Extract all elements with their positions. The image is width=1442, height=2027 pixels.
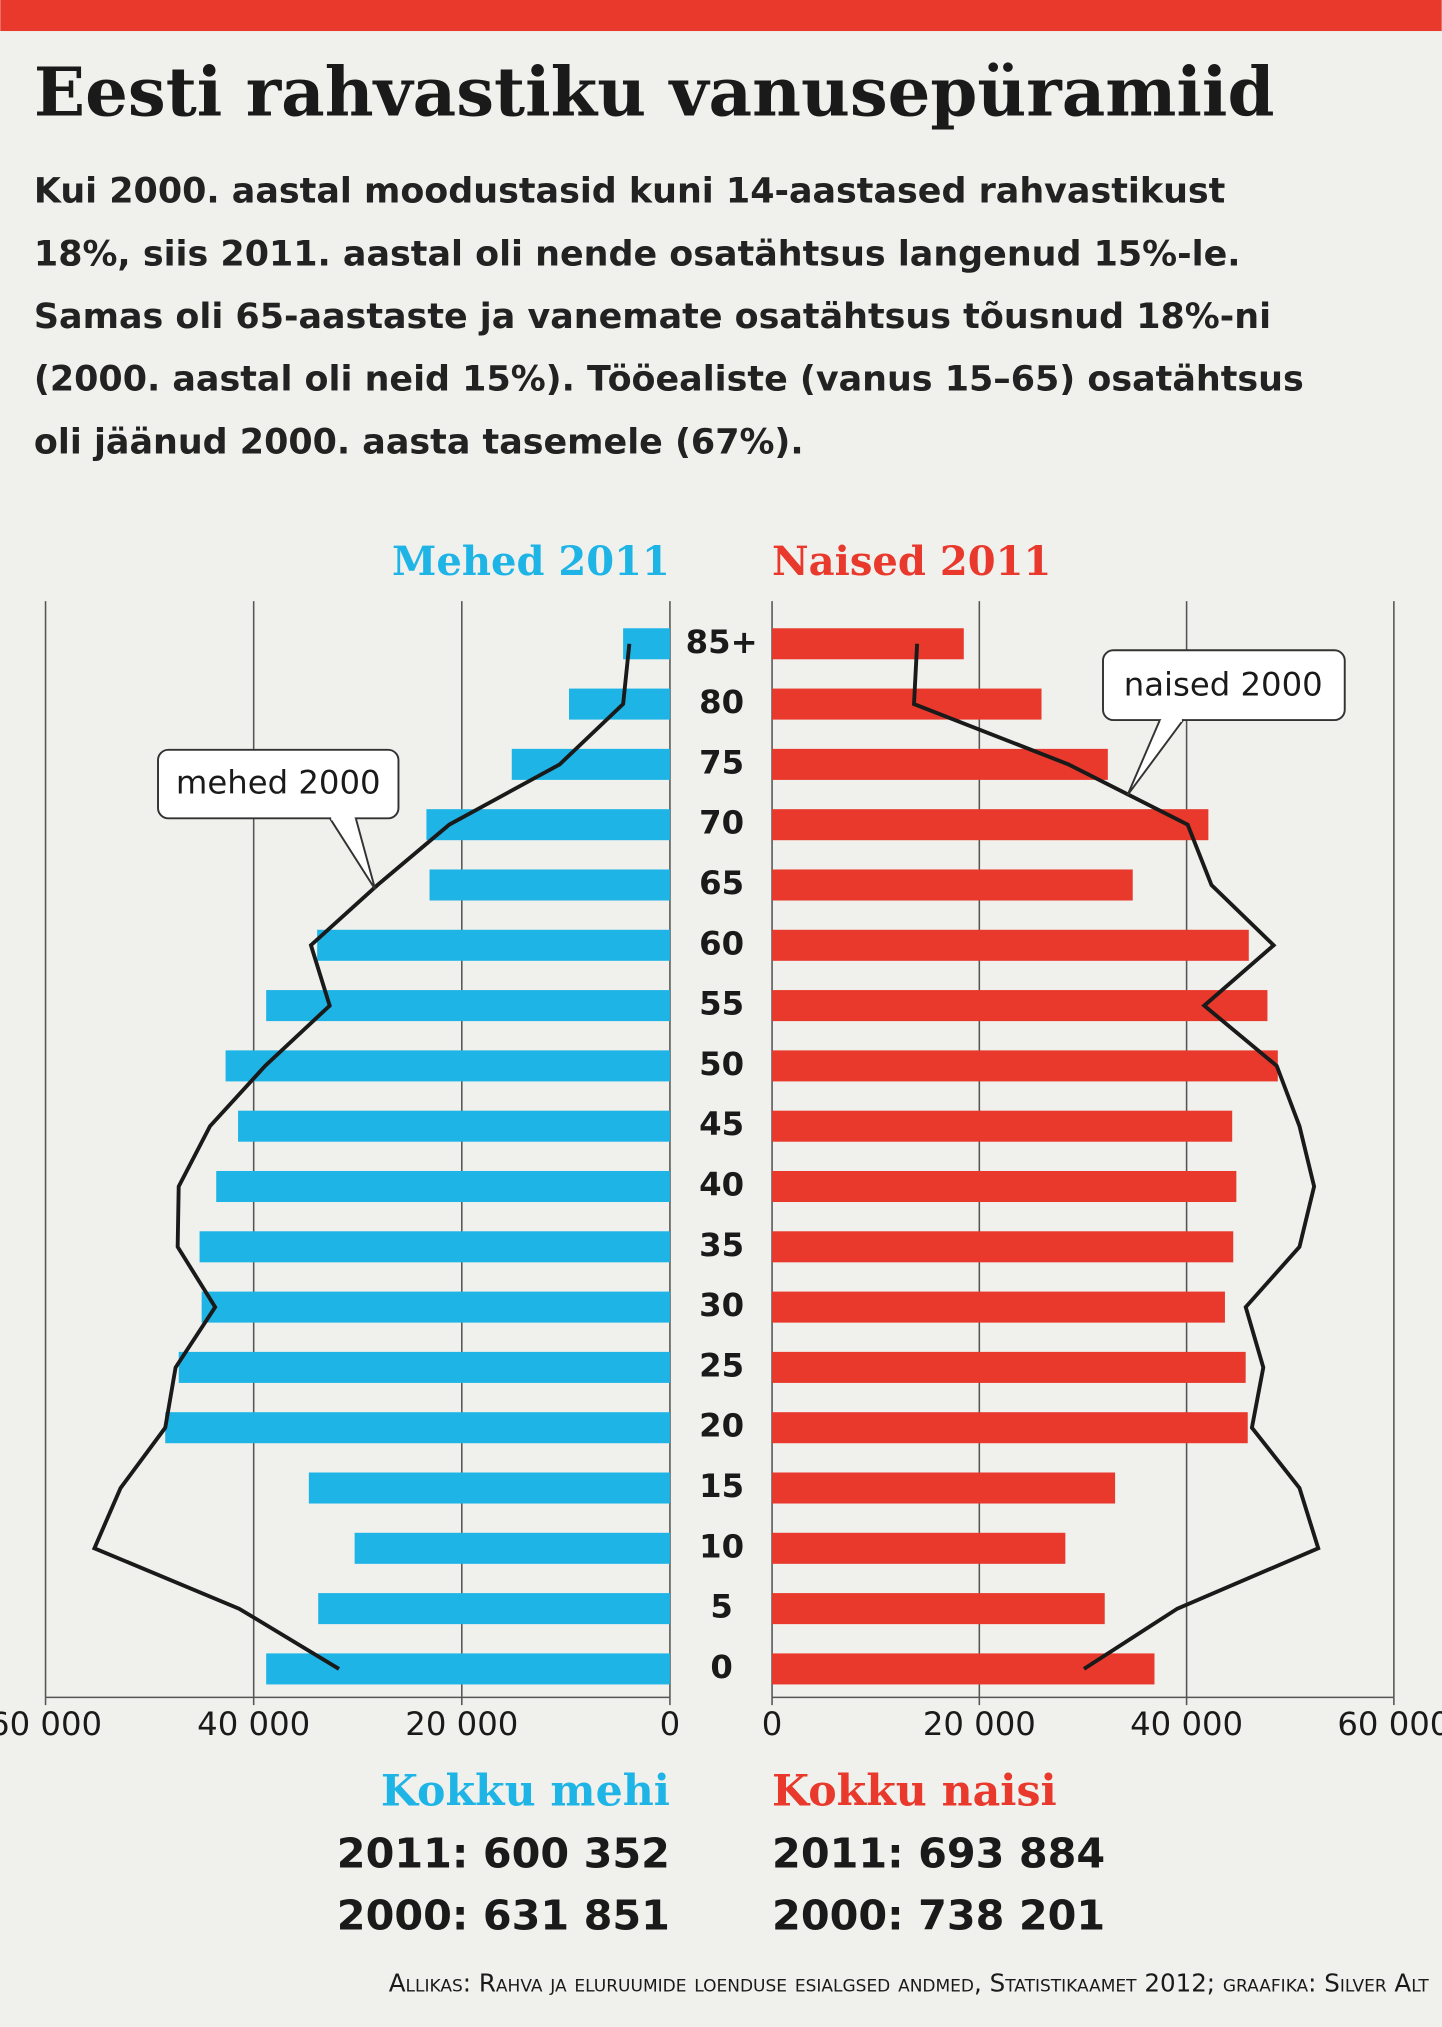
category-label: 80 bbox=[699, 683, 744, 721]
totals-heading: Kokku naisi bbox=[772, 1766, 1057, 1816]
callout-box bbox=[157, 748, 400, 820]
x-tick-label: 40 000 bbox=[1130, 1705, 1243, 1743]
bar bbox=[772, 990, 1268, 1022]
callout-pointer bbox=[1126, 719, 1184, 796]
bar bbox=[165, 1412, 670, 1444]
x-tick-label: 20 000 bbox=[923, 1705, 1036, 1743]
bar bbox=[772, 1351, 1246, 1383]
bar bbox=[317, 929, 670, 961]
bar bbox=[308, 1472, 670, 1504]
bar bbox=[216, 1170, 670, 1203]
category-label: 40 bbox=[699, 1165, 744, 1203]
category-label: 30 bbox=[699, 1286, 744, 1324]
bar bbox=[772, 1472, 1116, 1504]
bar bbox=[772, 1050, 1278, 1082]
bar bbox=[772, 869, 1133, 901]
bar bbox=[772, 929, 1249, 961]
x-tick-label: 0 bbox=[762, 1705, 783, 1743]
intro-line: Samas oli 65-aastaste ja vanemate osatäh… bbox=[34, 297, 1271, 337]
bar bbox=[511, 748, 670, 780]
title: Eesti rahvastiku vanusepüramiid bbox=[34, 53, 1275, 132]
category-label: 75 bbox=[699, 743, 744, 781]
bar bbox=[201, 1291, 670, 1323]
category-label: 0 bbox=[710, 1648, 732, 1686]
line bbox=[911, 643, 1321, 1671]
category-label: 70 bbox=[699, 804, 744, 842]
bar bbox=[772, 1532, 1066, 1564]
category-label: 20 bbox=[699, 1407, 744, 1445]
bar bbox=[772, 809, 1209, 841]
bar bbox=[238, 1110, 670, 1142]
category-label: 55 bbox=[699, 985, 744, 1023]
series-heading: Naised 2011 bbox=[772, 538, 1051, 585]
bar bbox=[623, 628, 670, 660]
category-label: 5 bbox=[710, 1588, 732, 1626]
bar bbox=[772, 1653, 1155, 1685]
totals-heading: Kokku mehi bbox=[381, 1766, 670, 1816]
intro-line: Kui 2000. aastal moodustasid kuni 14-aas… bbox=[34, 172, 1225, 212]
totals: Kokku mehi 2011: 600 352 2000: 631 851 Kokk… bbox=[337, 1766, 1105, 1939]
category-label: 45 bbox=[699, 1105, 744, 1143]
plot: 0 20 000 40 000 60 000 0 20 000 40 000 60 000 0 5… bbox=[0, 538, 1442, 1743]
bar bbox=[568, 688, 670, 720]
category-label: 10 bbox=[699, 1527, 744, 1565]
intro-line: 18%, siis 2011. aastal oli nende osatäht… bbox=[34, 234, 1241, 274]
bar bbox=[426, 809, 670, 841]
bar bbox=[772, 748, 1108, 780]
x-tick-label: 60 000 bbox=[0, 1705, 102, 1743]
bar bbox=[199, 1231, 670, 1263]
bar bbox=[354, 1532, 670, 1564]
callout-label: mehed 2000 bbox=[176, 764, 381, 802]
category-label: 60 bbox=[699, 924, 744, 962]
intro-line: oli jäänud 2000. aasta tasemele (67%). bbox=[34, 422, 804, 462]
x-tick-label: 0 bbox=[660, 1705, 681, 1743]
totals-line: 2011: 600 352 bbox=[337, 1829, 670, 1877]
x-tick-label: 20 000 bbox=[405, 1705, 518, 1743]
category-label: 15 bbox=[699, 1467, 744, 1505]
callout-pointer bbox=[329, 817, 377, 890]
top-bar bbox=[0, 0, 1442, 32]
bar bbox=[318, 1593, 670, 1625]
callout-box bbox=[1102, 649, 1346, 722]
category-label: 85+ bbox=[686, 623, 758, 661]
line bbox=[91, 643, 632, 1671]
x-tick-label: 60 000 bbox=[1337, 1705, 1442, 1743]
bar bbox=[772, 1231, 1234, 1263]
x-tick-label: 40 000 bbox=[197, 1705, 310, 1743]
source: Allikas: Rahva ja eluruumide loenduse es… bbox=[389, 1968, 1430, 1997]
category-label: 25 bbox=[699, 1346, 744, 1384]
bar bbox=[772, 1170, 1237, 1203]
callout-label: naised 2000 bbox=[1124, 665, 1323, 703]
bar bbox=[772, 688, 1042, 720]
bar bbox=[772, 1412, 1248, 1444]
bar bbox=[429, 869, 670, 901]
totals-line: 2011: 693 884 bbox=[772, 1829, 1105, 1877]
bar bbox=[266, 1653, 670, 1685]
category-label: 50 bbox=[699, 1045, 744, 1083]
totals-line: 2000: 631 851 bbox=[337, 1891, 670, 1939]
bar bbox=[772, 1593, 1105, 1625]
bar bbox=[772, 1110, 1233, 1142]
category-label: 35 bbox=[699, 1226, 744, 1264]
intro-line: (2000. aastal oli neid 15%). Tööealiste … bbox=[34, 360, 1304, 400]
bar bbox=[772, 628, 964, 660]
bar bbox=[772, 1291, 1225, 1323]
bar bbox=[178, 1351, 670, 1383]
intro: Kui 2000. aastal moodustasid kuni 14-aas… bbox=[34, 172, 1304, 463]
category-label: 65 bbox=[699, 864, 744, 902]
bar bbox=[225, 1050, 670, 1082]
totals-line: 2000: 738 201 bbox=[772, 1891, 1105, 1939]
bar bbox=[266, 990, 670, 1022]
series-heading: Mehed 2011 bbox=[392, 538, 670, 585]
